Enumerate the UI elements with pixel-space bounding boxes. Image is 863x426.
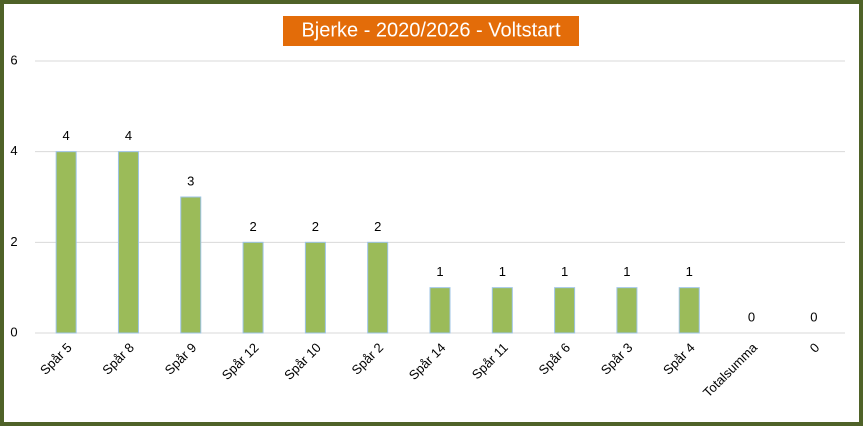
bar (55, 151, 77, 334)
chart-title: Bjerke - 2020/2026 - Voltstart (301, 19, 560, 41)
data-label: 1 (436, 264, 443, 279)
data-label: 2 (249, 219, 256, 234)
y-tick-label: 6 (10, 52, 17, 67)
data-label: 1 (499, 264, 506, 279)
bar (491, 287, 513, 334)
bar (180, 196, 202, 334)
data-label: 0 (810, 309, 817, 324)
data-label: 3 (187, 173, 194, 188)
title-box (283, 16, 579, 46)
bar (554, 287, 576, 334)
data-label: 1 (561, 264, 568, 279)
bar (678, 287, 700, 334)
y-tick-label: 2 (10, 234, 17, 249)
y-tick-label: 4 (10, 143, 17, 158)
bar (429, 287, 451, 334)
data-label: 1 (686, 264, 693, 279)
data-label: 2 (312, 219, 319, 234)
data-label: 1 (623, 264, 630, 279)
data-label: 2 (374, 219, 381, 234)
bar (117, 151, 139, 334)
bar (304, 241, 326, 334)
y-tick-label: 0 (10, 324, 17, 339)
bar (367, 241, 389, 334)
data-label: 4 (63, 128, 70, 143)
bar (242, 241, 264, 334)
bar (616, 287, 638, 334)
data-label: 4 (125, 128, 132, 143)
data-label: 0 (748, 309, 755, 324)
